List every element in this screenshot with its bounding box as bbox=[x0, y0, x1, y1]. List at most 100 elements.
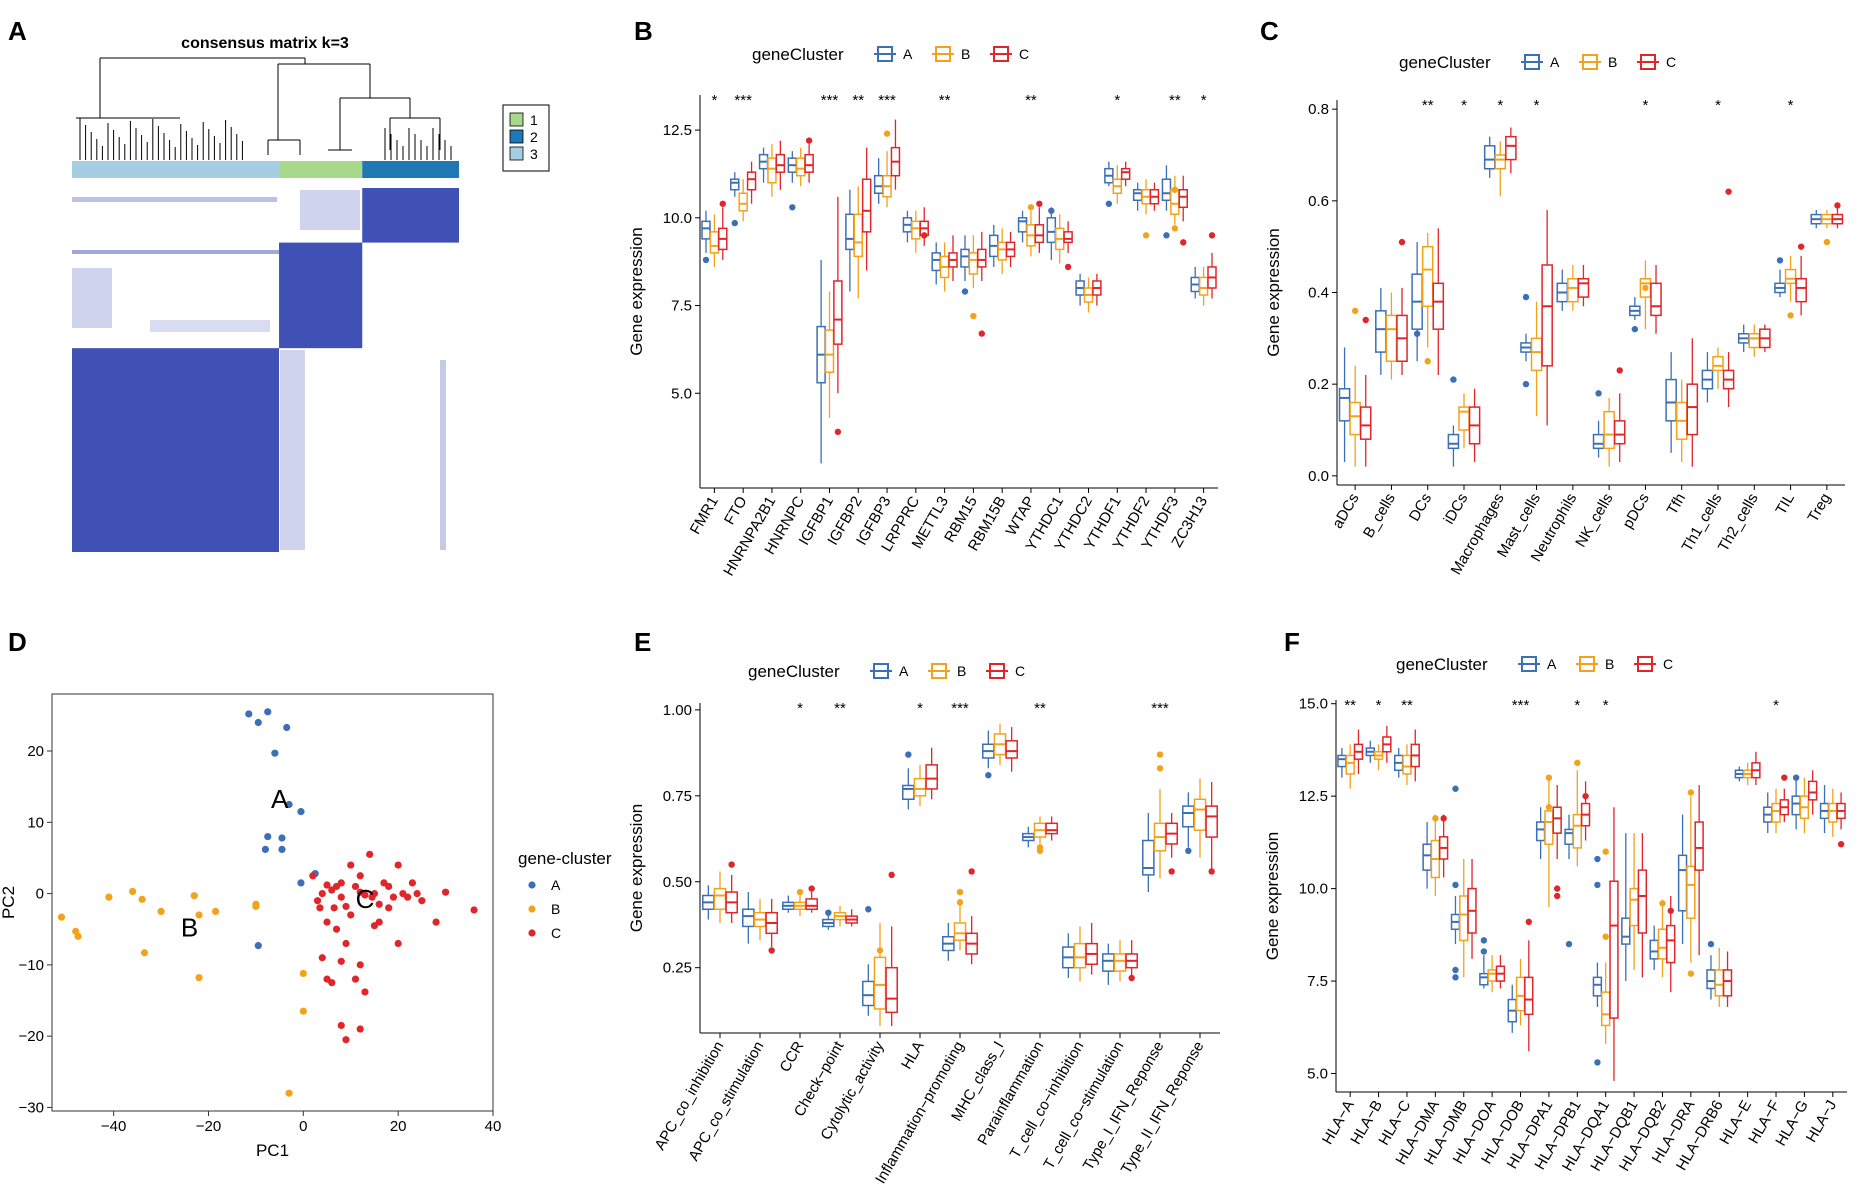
point-c bbox=[389, 893, 398, 901]
box-body bbox=[1385, 314, 1398, 362]
legend-label-3: 3 bbox=[530, 146, 538, 162]
box-body bbox=[845, 213, 855, 251]
box-body bbox=[1005, 740, 1018, 759]
box-a bbox=[1142, 813, 1155, 893]
outlier-point bbox=[1545, 774, 1553, 781]
outlier-point bbox=[1725, 188, 1732, 195]
box-b bbox=[1629, 833, 1639, 970]
box-a bbox=[1483, 136, 1496, 178]
y-tick-label: 0.2 bbox=[1308, 376, 1329, 393]
box-b bbox=[1385, 292, 1398, 380]
significance-mark: ** bbox=[852, 92, 864, 109]
point-b bbox=[252, 902, 260, 911]
outlier-point bbox=[702, 256, 710, 264]
point-c bbox=[375, 900, 383, 908]
legend-label-a: A bbox=[903, 46, 913, 62]
box-b bbox=[753, 898, 767, 941]
box-c bbox=[1637, 833, 1648, 978]
outlier-point bbox=[1185, 847, 1192, 855]
x-tick-label: 40 bbox=[485, 1118, 502, 1135]
box-a bbox=[862, 964, 875, 1016]
outlier-point bbox=[1594, 855, 1601, 863]
x-tick-label: pDCs bbox=[1619, 491, 1652, 532]
box-c bbox=[833, 196, 843, 394]
legend-label-c: C bbox=[1015, 663, 1025, 679]
outlier-point bbox=[1823, 238, 1831, 246]
box-body bbox=[1345, 754, 1355, 775]
legend-title: geneCluster bbox=[748, 662, 840, 681]
x-tick-label: CCR bbox=[776, 1038, 807, 1075]
box-b bbox=[1033, 816, 1047, 844]
x-tick-label: FMR1 bbox=[687, 494, 722, 538]
box-a bbox=[1556, 269, 1569, 311]
box-body bbox=[913, 777, 927, 797]
point-b bbox=[299, 969, 307, 978]
box-body bbox=[1063, 231, 1073, 244]
box-body bbox=[1459, 895, 1469, 942]
box-b bbox=[1083, 277, 1094, 313]
significance-mark: * bbox=[797, 700, 803, 717]
legend-label-a: A bbox=[899, 663, 909, 679]
outlier-point bbox=[883, 130, 891, 137]
legend-swatch-3 bbox=[509, 146, 524, 161]
box-c bbox=[1005, 727, 1018, 772]
significance-mark: *** bbox=[1512, 697, 1530, 714]
point-c bbox=[337, 879, 345, 887]
point-c bbox=[323, 918, 331, 926]
box-a bbox=[982, 730, 995, 769]
box-body bbox=[1686, 383, 1699, 436]
legend-label-b: B bbox=[1608, 54, 1617, 70]
x-tick-label: Tfh bbox=[1664, 491, 1690, 518]
box-a bbox=[702, 885, 715, 920]
box-body bbox=[1552, 806, 1562, 834]
point-c bbox=[351, 975, 360, 983]
box-b bbox=[913, 764, 927, 807]
point-c bbox=[309, 872, 317, 880]
point-c bbox=[408, 879, 416, 887]
box-body bbox=[1045, 822, 1058, 835]
box-a bbox=[1190, 266, 1200, 299]
outlier-point bbox=[1480, 937, 1488, 944]
point-c bbox=[385, 882, 393, 891]
box-body bbox=[1828, 802, 1838, 823]
box-a bbox=[1734, 766, 1745, 782]
box-a bbox=[1763, 792, 1773, 834]
outlier-point bbox=[1128, 974, 1135, 982]
box-a bbox=[902, 768, 915, 810]
box-a bbox=[1422, 822, 1432, 889]
y-tick-label: 12.5 bbox=[1299, 788, 1328, 805]
box-a bbox=[1337, 748, 1347, 778]
box-a bbox=[873, 158, 884, 204]
box-b bbox=[939, 242, 950, 292]
legend-label-b: B bbox=[957, 663, 966, 679]
box-b bbox=[1459, 859, 1469, 978]
legend-c: geneCluster A B C bbox=[1399, 53, 1676, 72]
box-c bbox=[890, 119, 901, 190]
box-body bbox=[1722, 969, 1733, 997]
box-body bbox=[805, 898, 818, 910]
point-c bbox=[470, 906, 478, 914]
legend-key-b bbox=[528, 905, 536, 913]
point-c bbox=[351, 882, 360, 891]
box-b bbox=[953, 898, 967, 951]
box-c bbox=[1836, 792, 1846, 830]
box-body bbox=[953, 922, 967, 941]
outlier-point bbox=[1452, 966, 1459, 974]
box-a bbox=[1819, 785, 1830, 834]
box-c bbox=[1353, 729, 1364, 774]
box-b bbox=[997, 228, 1007, 274]
significance-mark: * bbox=[1773, 697, 1779, 714]
box-c bbox=[1382, 725, 1392, 763]
box-c bbox=[1505, 127, 1517, 174]
point-c bbox=[330, 904, 338, 912]
box-body bbox=[730, 178, 740, 191]
box-b bbox=[833, 905, 847, 927]
box-b bbox=[1601, 962, 1611, 1044]
x-tick-label: T_cell_co−inhibition bbox=[1007, 1039, 1088, 1162]
box-body bbox=[1609, 880, 1619, 1019]
point-c bbox=[347, 911, 355, 919]
box-body bbox=[1447, 433, 1460, 450]
point-c bbox=[413, 889, 421, 898]
box-body bbox=[709, 231, 720, 254]
